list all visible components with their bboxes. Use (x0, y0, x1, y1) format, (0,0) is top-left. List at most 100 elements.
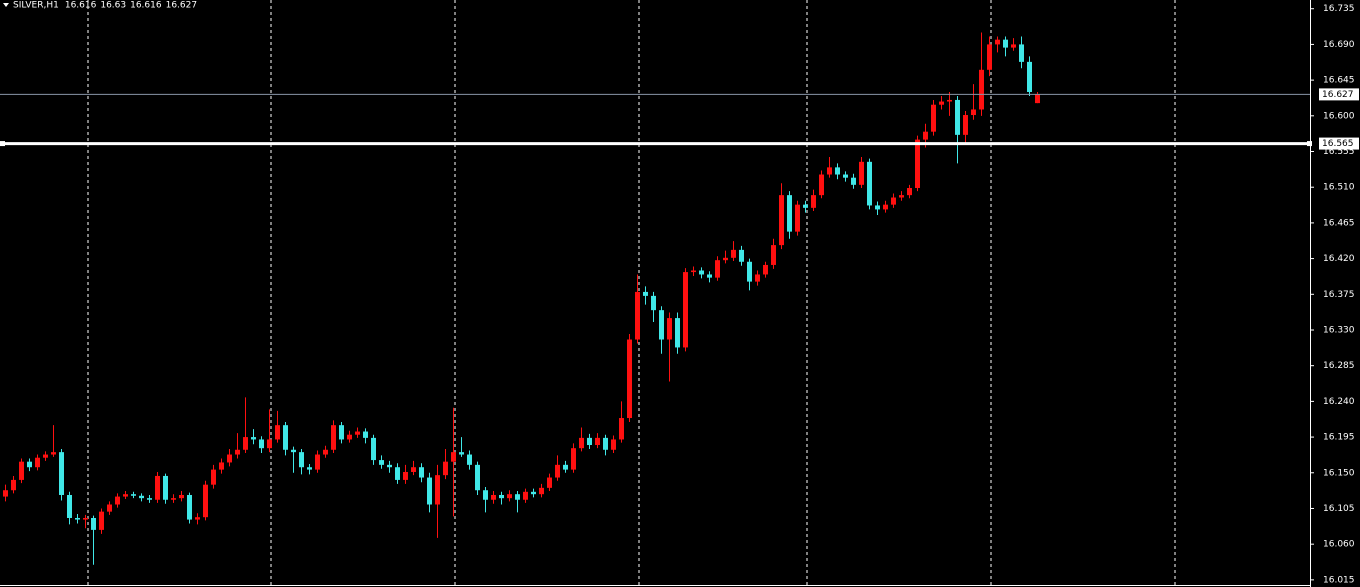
candle-body (555, 464, 560, 478)
y-tick-label: 16.735 (1323, 4, 1355, 14)
candle-body (251, 437, 256, 440)
candle-body (3, 490, 8, 497)
y-tick-label: 16.285 (1323, 361, 1355, 371)
candle-body (219, 462, 224, 470)
candle-body (971, 109, 976, 116)
title-ohlc-value: 16.616 (130, 1, 162, 11)
candle-body (643, 291, 648, 296)
title-arrow[interactable] (3, 3, 9, 7)
y-tick-label: 16.645 (1323, 76, 1355, 86)
candle-body (979, 69, 984, 110)
period-separators (87, 0, 1176, 587)
candle-body (283, 425, 288, 450)
candle-body (611, 439, 616, 450)
candle-body (331, 425, 336, 450)
candle-body (747, 261, 752, 282)
y-tick-label: 16.465 (1323, 218, 1355, 228)
candle-body (355, 431, 360, 435)
candle-body (595, 437, 600, 446)
price-label: 16.565 (1322, 139, 1354, 149)
y-tick-label: 16.015 (1323, 575, 1355, 585)
candle-body (955, 99, 960, 135)
candle-body (195, 517, 200, 520)
candle-body (243, 437, 248, 450)
candle-body (99, 511, 104, 530)
candle-body (307, 467, 312, 470)
candle-body (899, 195, 904, 198)
candle-body (579, 437, 584, 449)
candle-body (291, 449, 296, 453)
candle-body (211, 469, 216, 485)
chart-title: SILVER,H1 (13, 1, 59, 11)
y-tick-label: 16.420 (1323, 254, 1355, 264)
line-handle (0, 141, 5, 147)
candle-body (827, 167, 832, 175)
candle-body (683, 272, 688, 348)
candle-body (371, 437, 376, 461)
candle-body (891, 197, 896, 205)
candle-body (811, 195, 816, 208)
candle-body (803, 204, 808, 208)
candle-body (59, 452, 64, 495)
candle-body (27, 461, 32, 468)
candle-body (483, 490, 488, 500)
candle-body (883, 204, 888, 210)
candle-body (267, 439, 272, 449)
title-ohlc-value: 16.616 (65, 1, 97, 11)
candle-body (435, 475, 440, 505)
candle-body (755, 274, 760, 282)
candle-body (651, 295, 656, 311)
price-label-box (1319, 88, 1359, 101)
y-tick-label: 16.195 (1323, 433, 1355, 443)
candle-body (427, 477, 432, 505)
candle-body (547, 477, 552, 488)
candle-body (867, 161, 872, 206)
candle-body (395, 467, 400, 480)
y-tick-label: 16.690 (1323, 40, 1355, 50)
candle-body (947, 99, 952, 102)
candle-body (35, 457, 40, 468)
candle-body (227, 454, 232, 463)
candle-body (299, 452, 304, 468)
candle-body (523, 491, 528, 500)
candle-body (123, 494, 128, 497)
candle-body (539, 487, 544, 495)
candle-body (507, 494, 512, 499)
candle-body (995, 39, 1000, 45)
candle-body (691, 270, 696, 273)
candle-body (499, 494, 504, 499)
candle-body (627, 339, 632, 419)
candle-body (131, 494, 136, 496)
candle-body (83, 517, 88, 520)
candle-body (419, 467, 424, 478)
y-tick-label: 16.150 (1323, 468, 1355, 478)
candle-body (1011, 44, 1016, 48)
candle-body (931, 104, 936, 132)
candle-body (1019, 44, 1024, 62)
candle-body (635, 291, 640, 340)
candle-body (491, 494, 496, 500)
candle-body (467, 454, 472, 465)
candle-body (187, 494, 192, 520)
candle-body (235, 449, 240, 455)
candle-body (147, 498, 152, 500)
candle-body (843, 174, 848, 178)
candle-body (339, 425, 344, 440)
candle-body (43, 454, 48, 458)
candle-body (915, 139, 920, 188)
candle-body (91, 517, 96, 530)
candle-body (779, 195, 784, 246)
candle-body (723, 257, 728, 261)
candle-body (107, 504, 112, 512)
candle-body (739, 249, 744, 262)
candle-body (347, 434, 352, 440)
line-handle (1307, 141, 1312, 147)
candle-body (411, 467, 416, 472)
candle-body (11, 479, 16, 491)
y-tick-label: 16.510 (1323, 183, 1355, 193)
candle-body (619, 418, 624, 440)
candle-body (587, 437, 592, 446)
candle-body (275, 425, 280, 440)
candle-body (1027, 61, 1032, 93)
